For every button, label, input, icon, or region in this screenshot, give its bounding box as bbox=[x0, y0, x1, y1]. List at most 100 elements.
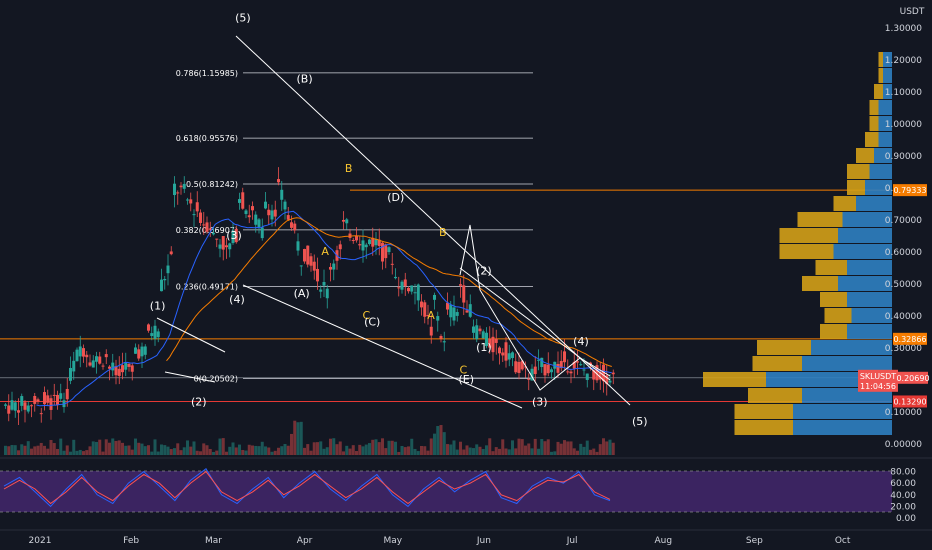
volume-bar bbox=[494, 447, 498, 455]
volume-bar bbox=[95, 441, 98, 455]
profile-bar-down bbox=[820, 324, 847, 339]
candle-body bbox=[358, 244, 362, 246]
volume-bar bbox=[387, 440, 391, 455]
candle-body bbox=[251, 206, 254, 211]
volume-bar bbox=[556, 441, 560, 455]
wave-label: (A) bbox=[294, 287, 310, 300]
ma-slow-line bbox=[166, 217, 612, 367]
wave-labels: (1)(2)(3)(4)(5)(A)(B)ABC(C)(D)BAC(E)(2)(… bbox=[150, 12, 648, 428]
volume-bar bbox=[514, 448, 518, 455]
volume-bar bbox=[238, 444, 241, 455]
candle-body bbox=[407, 287, 410, 292]
volume-bar bbox=[355, 451, 358, 455]
volume-bar bbox=[186, 440, 189, 455]
volume-bar bbox=[455, 449, 459, 455]
candle-body bbox=[85, 354, 89, 358]
volume-bar bbox=[30, 448, 33, 455]
wave-label: (C) bbox=[364, 316, 380, 329]
fib-level-label: 0(0.20502) bbox=[194, 374, 238, 383]
candle-body bbox=[283, 201, 287, 210]
volume-bar bbox=[299, 421, 303, 455]
candle-body bbox=[325, 288, 329, 299]
candle-body bbox=[69, 367, 72, 381]
candle-body bbox=[520, 360, 524, 370]
profile-bar-down bbox=[847, 180, 865, 195]
volume-bar bbox=[602, 438, 605, 455]
candle-body bbox=[189, 199, 193, 204]
volume-bar bbox=[433, 433, 436, 455]
volume-bar bbox=[478, 446, 482, 455]
profile-bar-up bbox=[878, 132, 892, 147]
level-price-tag-bg bbox=[893, 184, 927, 197]
volume-bar bbox=[582, 446, 586, 455]
profile-bar-up bbox=[838, 228, 892, 243]
volume-bar bbox=[108, 442, 111, 455]
time-axis[interactable]: 2021 Feb Mar Apr May Jun Jul Aug Sep Oct bbox=[29, 536, 851, 546]
volume-bar bbox=[368, 443, 371, 455]
candle-body bbox=[163, 278, 167, 281]
profile-bar-up bbox=[865, 180, 892, 195]
price-tags: 0.79333 0.32866 0.13290 SKLUSDT11:04:560.20… bbox=[858, 184, 930, 408]
volume-bar bbox=[550, 451, 553, 455]
candle-body bbox=[316, 268, 319, 282]
profile-bar-up bbox=[793, 420, 892, 435]
volume-bar bbox=[62, 450, 66, 455]
candle-body bbox=[355, 235, 358, 241]
candle-body bbox=[397, 287, 401, 289]
volume-bar bbox=[43, 445, 46, 455]
candle-body bbox=[572, 361, 576, 369]
volume-bar bbox=[173, 448, 176, 455]
candle-body bbox=[143, 346, 147, 355]
candle-body bbox=[280, 189, 284, 200]
candle-body bbox=[225, 245, 228, 248]
candle-body bbox=[598, 371, 602, 380]
candle-body bbox=[592, 370, 596, 380]
volume-bar bbox=[537, 448, 540, 455]
volume-bar bbox=[384, 448, 388, 455]
volume-bar bbox=[491, 451, 495, 455]
candle-body bbox=[530, 368, 534, 381]
trend-lines[interactable] bbox=[156, 35, 631, 409]
volume-bar bbox=[416, 451, 420, 455]
candle-body bbox=[481, 331, 485, 339]
volume-bars bbox=[4, 420, 615, 455]
candle-body bbox=[524, 366, 527, 368]
candle-body bbox=[504, 342, 508, 361]
volume-bar bbox=[257, 446, 261, 455]
candle-body bbox=[387, 247, 391, 253]
volume-bar bbox=[91, 441, 95, 455]
wave-label: (3) bbox=[532, 396, 548, 409]
profile-bar-up bbox=[874, 148, 892, 163]
candle-body bbox=[192, 214, 196, 216]
wave-label: A bbox=[321, 245, 329, 258]
candle-body bbox=[46, 395, 50, 403]
candle-body bbox=[277, 179, 280, 183]
symbol-tag: SKLUSDT bbox=[860, 372, 896, 381]
volume-bar bbox=[429, 438, 433, 455]
volume-bar bbox=[511, 440, 514, 455]
currency-label: USDT bbox=[900, 7, 925, 17]
wedge-line-lower bbox=[164, 371, 216, 383]
volume-bar bbox=[215, 450, 219, 455]
fib-level-label: 0.618(0.95576) bbox=[176, 134, 238, 143]
volume-bar bbox=[533, 438, 537, 455]
profile-bar-up bbox=[838, 276, 892, 291]
y-tick-label: 0.60000 bbox=[885, 248, 922, 258]
volume-bar bbox=[566, 441, 570, 455]
volume-bar bbox=[156, 451, 160, 455]
volume-bar bbox=[72, 439, 76, 455]
profile-bar-down bbox=[869, 116, 879, 131]
volume-bar bbox=[147, 445, 150, 455]
volume-bar bbox=[7, 446, 11, 455]
volume-bar bbox=[329, 438, 332, 455]
volume-bar bbox=[52, 443, 56, 455]
volume-bar bbox=[153, 439, 157, 455]
wave-label: (4) bbox=[229, 293, 245, 306]
candle-body bbox=[267, 209, 271, 216]
candle-body bbox=[420, 301, 423, 308]
volume-bar bbox=[540, 439, 544, 455]
candle-body bbox=[306, 245, 310, 265]
volume-bar bbox=[254, 445, 258, 455]
volume-bar bbox=[413, 448, 417, 455]
